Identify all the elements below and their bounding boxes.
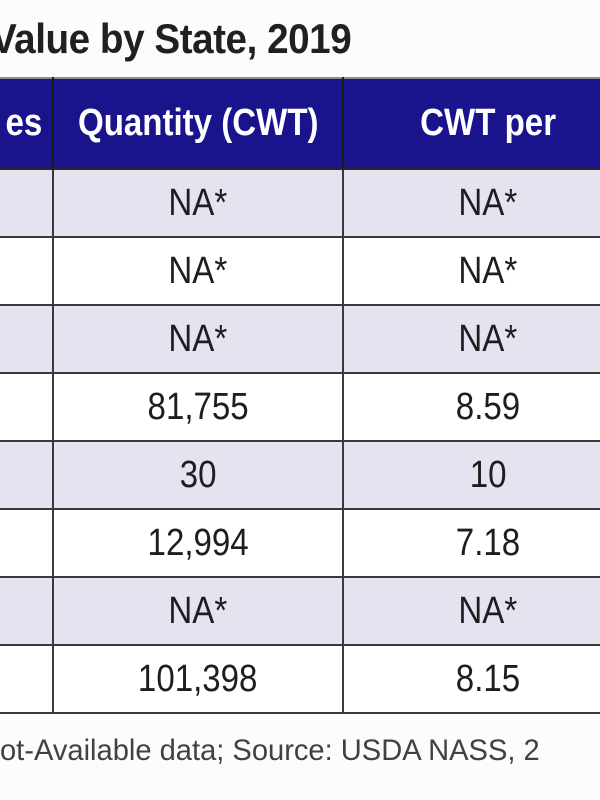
table-row: 12,994 7.18: [0, 508, 600, 578]
table-body: NA* NA* NA* NA* NA* NA* 81,755 8.59 30: [0, 168, 600, 714]
table-row: NA* NA*: [0, 236, 600, 306]
cell-quantity: NA*: [52, 168, 344, 238]
cell-quantity-value: 101,398: [138, 657, 258, 700]
cell-quantity-value: NA*: [168, 181, 228, 224]
col-header-quantity: Quantity (CWT): [52, 78, 343, 170]
cell-quantity: NA*: [52, 576, 344, 646]
cell-cwt-per-value: NA*: [458, 589, 518, 632]
cell-quantity-value: 30: [179, 453, 217, 496]
cell-cwt-per-value: 8.59: [455, 385, 521, 428]
footnote: ot-Available data; Source: USDA NASS, 2: [0, 734, 540, 767]
cell-state: [0, 508, 54, 578]
cell-cwt-per-value: 8.15: [455, 657, 521, 700]
cell-quantity: 81,755: [52, 372, 344, 442]
cell-quantity: 30: [52, 440, 344, 510]
cell-quantity: 101,398: [52, 644, 344, 714]
table-row: NA* NA*: [0, 576, 600, 646]
cell-cwt-per: 7.18: [342, 508, 600, 578]
cell-cwt-per: 8.15: [342, 644, 600, 714]
table-header: es Quantity (CWT) CWT per: [0, 78, 600, 170]
cell-cwt-per: NA*: [342, 236, 600, 306]
col-header-cwt-per-label: CWT per: [420, 102, 557, 144]
cell-quantity: 12,994: [52, 508, 344, 578]
state-value-table: es Quantity (CWT) CWT per NA* NA* NA* NA…: [0, 77, 600, 714]
cell-cwt-per: NA*: [342, 168, 600, 238]
cell-state: [0, 236, 54, 306]
table-row: 101,398 8.15: [0, 644, 600, 714]
cell-cwt-per-value: NA*: [458, 317, 518, 360]
table-row: NA* NA*: [0, 168, 600, 238]
cell-state: [0, 576, 54, 646]
cell-cwt-per: NA*: [342, 304, 600, 374]
cell-cwt-per-value: NA*: [458, 181, 518, 224]
col-header-quantity-label: Quantity (CWT): [77, 102, 319, 144]
header-row: es Quantity (CWT) CWT per: [0, 78, 600, 170]
cell-cwt-per-value: 10: [469, 453, 507, 496]
cell-state: [0, 168, 54, 238]
cell-quantity: NA*: [52, 236, 344, 306]
col-header-state: es: [0, 78, 53, 170]
cell-cwt-per: 10: [342, 440, 600, 510]
cell-cwt-per: 8.59: [342, 372, 600, 442]
table-row: 30 10: [0, 440, 600, 510]
cell-cwt-per-value: 7.18: [455, 521, 521, 564]
cell-quantity-value: NA*: [168, 317, 228, 360]
cell-quantity-value: 81,755: [147, 385, 249, 428]
cell-quantity: NA*: [52, 304, 344, 374]
cell-quantity-value: 12,994: [147, 521, 249, 564]
cell-state: [0, 440, 54, 510]
col-header-cwt-per: CWT per: [342, 78, 600, 170]
cell-cwt-per: NA*: [342, 576, 600, 646]
cell-quantity-value: NA*: [168, 589, 228, 632]
col-header-state-label: es: [5, 102, 42, 144]
page-title: Value by State, 2019: [0, 15, 352, 62]
cell-quantity-value: NA*: [168, 249, 228, 292]
table-row: 81,755 8.59: [0, 372, 600, 442]
table-row: NA* NA*: [0, 304, 600, 374]
cell-state: [0, 304, 54, 374]
cell-state: [0, 644, 54, 714]
cell-cwt-per-value: NA*: [458, 249, 518, 292]
cell-state: [0, 372, 54, 442]
